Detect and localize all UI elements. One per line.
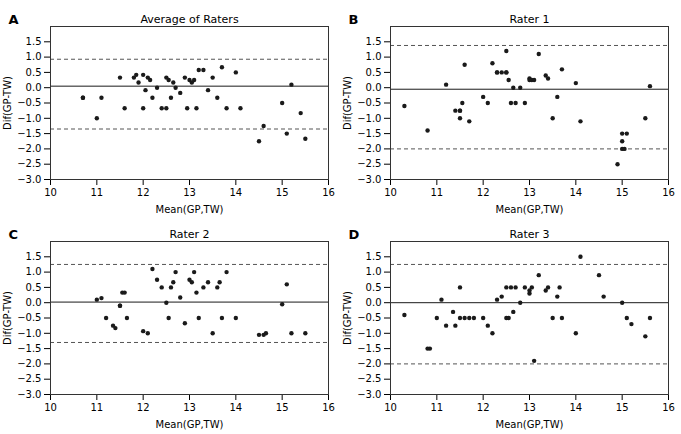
svg-text:13: 13 (183, 402, 196, 413)
svg-text:0.0: 0.0 (26, 82, 42, 93)
svg-text:1.5: 1.5 (366, 36, 382, 47)
svg-text:15: 15 (616, 402, 629, 413)
svg-text:−0.5: −0.5 (17, 312, 41, 323)
svg-text:10: 10 (44, 187, 57, 198)
svg-text:0.0: 0.0 (366, 82, 382, 93)
svg-text:11: 11 (90, 187, 103, 198)
svg-text:12: 12 (137, 187, 150, 198)
svg-text:−1.0: −1.0 (357, 328, 381, 339)
svg-text:−3.0: −3.0 (357, 389, 381, 400)
svg-text:−3.0: −3.0 (17, 174, 41, 185)
svg-text:Average of Raters: Average of Raters (140, 13, 239, 26)
svg-text:11: 11 (90, 402, 103, 413)
svg-text:14: 14 (569, 402, 582, 413)
svg-text:13: 13 (523, 187, 536, 198)
svg-text:0.0: 0.0 (366, 297, 382, 308)
svg-text:−1.0: −1.0 (17, 328, 41, 339)
svg-text:−0.5: −0.5 (357, 312, 381, 323)
svg-text:−1.0: −1.0 (357, 113, 381, 124)
svg-text:14: 14 (569, 187, 582, 198)
svg-text:−2.5: −2.5 (357, 158, 381, 169)
svg-text:−2.5: −2.5 (17, 158, 41, 169)
svg-text:13: 13 (183, 187, 196, 198)
svg-text:0.5: 0.5 (366, 67, 382, 78)
svg-text:Mean(GP,TW): Mean(GP,TW) (495, 419, 563, 430)
svg-text:−0.5: −0.5 (357, 97, 381, 108)
svg-text:Mean(GP,TW): Mean(GP,TW) (155, 419, 223, 430)
svg-text:1.5: 1.5 (26, 251, 42, 262)
svg-text:Dif(GP-TW): Dif(GP-TW) (2, 76, 13, 130)
svg-text:1.5: 1.5 (26, 36, 42, 47)
svg-text:D: D (349, 227, 360, 242)
svg-text:Rater 3: Rater 3 (509, 228, 549, 241)
svg-text:−2.0: −2.0 (17, 358, 41, 369)
svg-text:10: 10 (384, 402, 397, 413)
svg-text:0.0: 0.0 (26, 297, 42, 308)
svg-text:−3.0: −3.0 (17, 389, 41, 400)
svg-text:11: 11 (430, 187, 443, 198)
svg-text:0.5: 0.5 (366, 282, 382, 293)
svg-text:A: A (9, 12, 19, 27)
svg-text:13: 13 (523, 402, 536, 413)
svg-text:12: 12 (137, 402, 150, 413)
svg-text:12: 12 (477, 402, 490, 413)
svg-text:16: 16 (662, 187, 675, 198)
svg-text:Rater 2: Rater 2 (169, 228, 209, 241)
svg-text:16: 16 (322, 402, 335, 413)
svg-text:Mean(GP,TW): Mean(GP,TW) (155, 204, 223, 215)
svg-text:−1.0: −1.0 (17, 113, 41, 124)
svg-text:−1.5: −1.5 (357, 128, 381, 139)
svg-text:1.0: 1.0 (26, 51, 42, 62)
svg-text:−2.5: −2.5 (17, 373, 41, 384)
svg-text:1.0: 1.0 (26, 266, 42, 277)
svg-text:Mean(GP,TW): Mean(GP,TW) (495, 204, 563, 215)
svg-text:14: 14 (229, 187, 242, 198)
svg-text:1.0: 1.0 (366, 266, 382, 277)
svg-text:11: 11 (430, 402, 443, 413)
svg-text:−2.0: −2.0 (357, 143, 381, 154)
svg-text:16: 16 (662, 402, 675, 413)
svg-text:12: 12 (477, 187, 490, 198)
svg-text:0.5: 0.5 (26, 282, 42, 293)
svg-text:Dif(GP-TW): Dif(GP-TW) (2, 291, 13, 345)
svg-text:Rater 1: Rater 1 (509, 13, 549, 26)
svg-text:16: 16 (322, 187, 335, 198)
svg-text:10: 10 (384, 187, 397, 198)
svg-text:1.0: 1.0 (366, 51, 382, 62)
svg-text:−3.0: −3.0 (357, 174, 381, 185)
svg-text:−1.5: −1.5 (17, 343, 41, 354)
svg-text:0.5: 0.5 (26, 67, 42, 78)
svg-text:10: 10 (44, 402, 57, 413)
svg-text:15: 15 (276, 187, 289, 198)
svg-text:C: C (9, 227, 19, 242)
svg-text:−2.5: −2.5 (357, 373, 381, 384)
svg-text:−2.0: −2.0 (357, 358, 381, 369)
svg-text:1.5: 1.5 (366, 251, 382, 262)
svg-text:15: 15 (276, 402, 289, 413)
svg-text:Dif(GP-TW): Dif(GP-TW) (342, 76, 353, 130)
svg-text:Dif(GP-TW): Dif(GP-TW) (342, 291, 353, 345)
svg-text:−1.5: −1.5 (357, 343, 381, 354)
svg-text:B: B (349, 12, 359, 27)
svg-text:14: 14 (229, 402, 242, 413)
svg-text:−1.5: −1.5 (17, 128, 41, 139)
svg-text:15: 15 (616, 187, 629, 198)
svg-text:−2.0: −2.0 (17, 143, 41, 154)
svg-text:−0.5: −0.5 (17, 97, 41, 108)
